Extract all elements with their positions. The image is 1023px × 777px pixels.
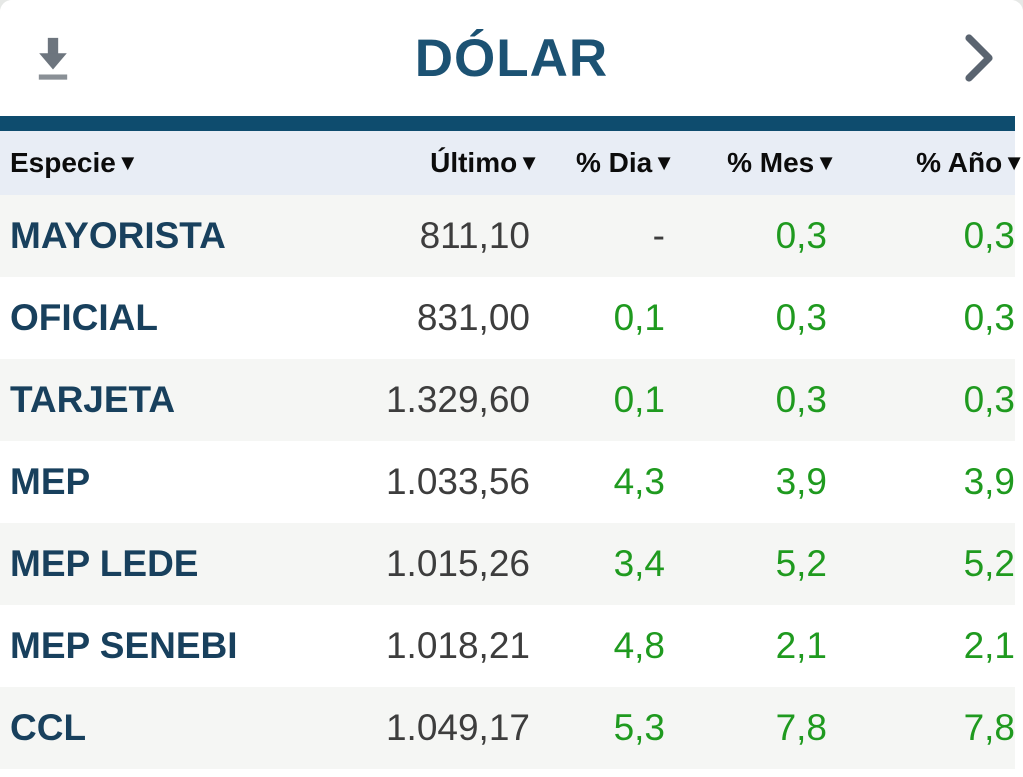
column-header-dia[interactable]: % Dia ▼ (540, 147, 675, 179)
column-header-especie[interactable]: Especie ▼ (10, 147, 290, 179)
pct-ano-cell: 5,2 (963, 543, 1015, 584)
column-header-ultimo[interactable]: Último ▼ (300, 147, 540, 179)
pct-ano-cell: 0,3 (963, 215, 1015, 256)
pct-ano-cell: 3,9 (963, 461, 1015, 502)
column-label: % Año (916, 147, 1003, 178)
especie-cell: MEP LEDE (10, 543, 199, 584)
pct-dia-cell: - (652, 215, 665, 256)
table-row[interactable]: TARJETA 1.329,60 0,1 0,3 0,3 (0, 359, 1015, 441)
sort-desc-icon: ▼ (815, 150, 837, 175)
ultimo-cell: 1.015,26 (385, 543, 530, 584)
table-row[interactable]: OFICIAL 831,00 0,1 0,3 0,3 (0, 277, 1015, 359)
pct-ano-cell: 0,3 (963, 297, 1015, 338)
column-header-mes[interactable]: % Mes ▼ (675, 147, 837, 179)
table-row[interactable]: MAYORISTA 811,10 - 0,3 0,3 (0, 195, 1015, 277)
ultimo-cell: 1.329,60 (385, 379, 530, 420)
especie-cell: OFICIAL (10, 297, 158, 338)
column-label: % Dia (575, 147, 653, 178)
pct-ano-cell: 2,1 (963, 625, 1015, 666)
pct-ano-cell: 0,3 (963, 379, 1015, 420)
especie-cell: MEP SENEBI (10, 625, 238, 666)
next-button[interactable] (961, 31, 997, 85)
ultimo-cell: 1.033,56 (385, 461, 530, 502)
pct-dia-cell: 4,3 (613, 461, 665, 502)
table-row[interactable]: MEP LEDE 1.015,26 3,4 5,2 5,2 (0, 523, 1015, 605)
column-label: Último (430, 147, 518, 178)
pct-dia-cell: 0,1 (613, 297, 665, 338)
column-label: Especie (10, 147, 116, 178)
table-row[interactable]: MEP 1.033,56 4,3 3,9 3,9 (0, 441, 1015, 523)
table-header-row: Especie ▼ Último ▼ % Dia ▼ % Mes ▼ % Año ▼ (0, 131, 1023, 195)
pct-dia-cell: 5,3 (613, 707, 665, 748)
page-title: DÓLAR (414, 28, 609, 88)
pct-mes-cell: 0,3 (775, 297, 827, 338)
table-row[interactable]: CCL 1.049,17 5,3 7,8 7,8 (0, 687, 1015, 769)
pct-mes-cell: 7,8 (775, 707, 827, 748)
chevron-right-icon (965, 34, 993, 82)
download-icon (38, 37, 68, 80)
ultimo-cell: 831,00 (416, 297, 530, 338)
especie-cell: MEP (10, 461, 91, 502)
pct-dia-cell: 4,8 (613, 625, 665, 666)
pct-dia-cell: 3,4 (613, 543, 665, 584)
pct-mes-cell: 3,9 (775, 461, 827, 502)
table-row[interactable]: MEP SENEBI 1.018,21 4,8 2,1 2,1 (0, 605, 1015, 687)
especie-cell: TARJETA (10, 379, 176, 420)
especie-cell: CCL (10, 707, 87, 748)
table-body: MAYORISTA 811,10 - 0,3 0,3 OFICIAL 831,0… (0, 195, 1023, 769)
pct-mes-cell: 0,3 (775, 379, 827, 420)
pct-mes-cell: 2,1 (775, 625, 827, 666)
divider-bar (0, 116, 1015, 131)
sort-desc-icon: ▼ (653, 150, 675, 175)
pct-dia-cell: 0,1 (613, 379, 665, 420)
column-header-ano[interactable]: % Año ▼ (837, 147, 1023, 179)
ultimo-cell: 811,10 (419, 215, 530, 256)
widget-header: DÓLAR (0, 0, 1023, 116)
column-label: % Mes (727, 147, 815, 178)
sort-desc-icon: ▼ (1003, 150, 1023, 175)
download-button[interactable] (30, 31, 76, 85)
ultimo-cell: 1.018,21 (385, 625, 530, 666)
sort-desc-icon: ▼ (518, 150, 540, 175)
ultimo-cell: 1.049,17 (385, 707, 530, 748)
pct-mes-cell: 0,3 (775, 215, 827, 256)
especie-cell: MAYORISTA (10, 215, 226, 256)
pct-ano-cell: 7,8 (963, 707, 1015, 748)
pct-mes-cell: 5,2 (775, 543, 827, 584)
sort-desc-icon: ▼ (116, 150, 139, 175)
